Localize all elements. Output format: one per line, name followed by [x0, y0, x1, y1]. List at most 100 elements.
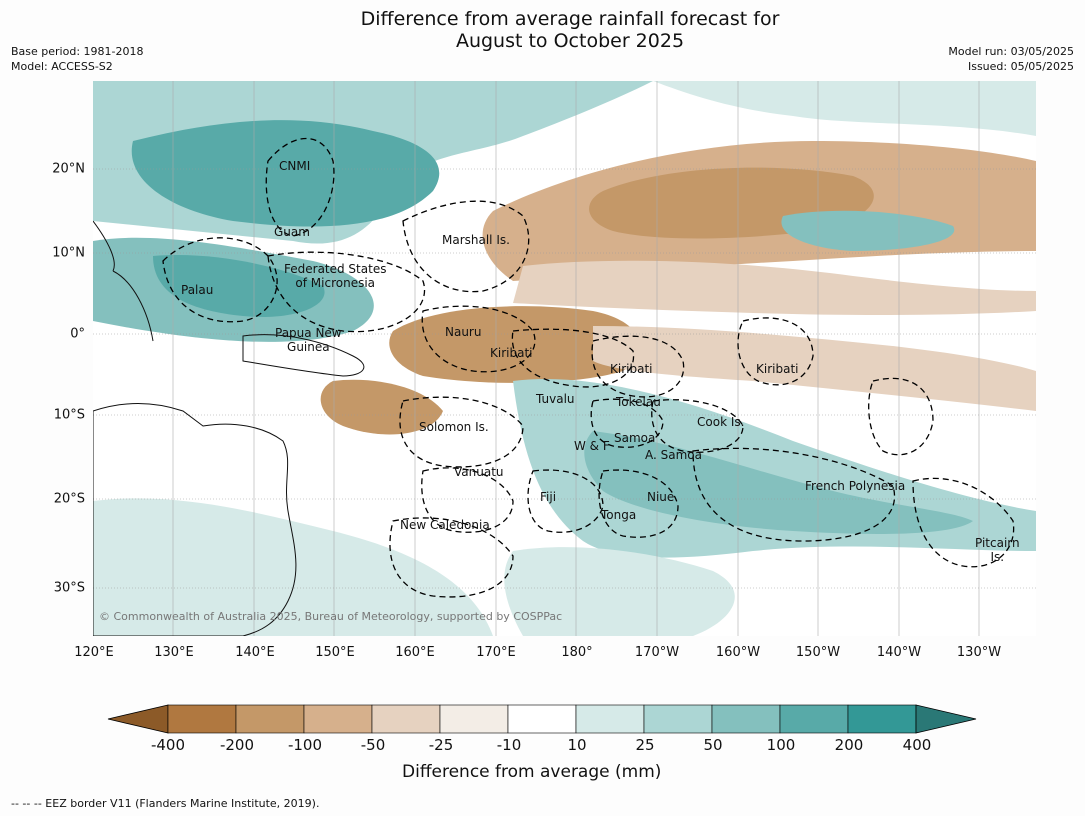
y-tick-label: 20°S: [53, 491, 85, 507]
colorbar-segment: [235, 704, 305, 734]
label-french-polynesia: French Polynesia: [805, 479, 906, 493]
colorbar-segment: [575, 704, 645, 734]
colorbar-extend-low: [107, 704, 169, 734]
x-tick-label: 180°: [561, 645, 593, 660]
title-line-1: Difference from average rainfall forecas…: [360, 8, 780, 30]
wet-patch-central-north: [781, 210, 955, 251]
wet-core-north: [131, 120, 440, 227]
label-american-samoa: A. Samoa: [645, 448, 702, 462]
wet-core-spcz: [584, 431, 973, 534]
colorbar-label: 50: [703, 736, 723, 754]
base-period: Base period: 1981-2018: [11, 45, 144, 58]
map-canvas: [92, 81, 1036, 637]
model-name: Model: ACCESS-S2: [11, 60, 113, 73]
title-line-2: August to October 2025: [455, 30, 685, 52]
label-new-caledonia: New Caledonia: [400, 518, 490, 532]
dry-patch-solomon: [320, 379, 443, 435]
y-tick-label: 10°N: [52, 245, 85, 261]
wet-core-micronesia: [153, 255, 325, 317]
colorbar-label: -200: [219, 736, 255, 754]
colorbar: [107, 704, 977, 734]
label-nauru: Nauru: [445, 325, 482, 339]
eez-legend-footer: -- -- -- EEZ border V11 (Flanders Marine…: [11, 797, 320, 810]
x-tick-label: 140°E: [235, 645, 275, 660]
colorbar-segment: [847, 704, 917, 734]
eez-borders: [162, 138, 1015, 598]
colorbar-label: -10: [496, 736, 522, 754]
new-guinea-coastline: [242, 334, 365, 377]
colorbar-label: 10: [567, 736, 587, 754]
x-tick-label: 150°W: [795, 645, 841, 660]
label-png-line-2: Guinea: [287, 340, 330, 354]
colorbar-label: -100: [287, 736, 323, 754]
graticule: [93, 168, 1036, 589]
dry-band-equatorial-edge: [513, 260, 1036, 316]
x-tick-label: 160°E: [395, 645, 435, 660]
colorbar-label: 400: [902, 736, 932, 754]
chart-title: Difference from average rainfall forecas…: [0, 8, 1085, 52]
x-tick-label: 160°W: [715, 645, 761, 660]
wet-region-northeast: [653, 81, 1036, 136]
label-kiribati-east: Kiribati: [756, 362, 799, 376]
dry-core-equator: [389, 306, 640, 383]
y-tick-label: 30°S: [53, 580, 85, 596]
meta-right: Model run: 03/05/2025 Issued: 05/05/2025: [948, 44, 1074, 74]
colorbar-label: 200: [834, 736, 864, 754]
copyright-notice: © Commonwealth of Australia 2025, Bureau…: [99, 610, 563, 623]
x-tick-label: 130°W: [956, 645, 1002, 660]
y-tick-label: 20°N: [52, 161, 85, 177]
x-tick-label: 140°W: [876, 645, 922, 660]
y-tick-label: 10°S: [53, 407, 85, 423]
dry-band-equator-east: [593, 326, 1036, 411]
x-tick-label: 170°E: [476, 645, 516, 660]
label-kiribati-central: Kiribati: [610, 362, 653, 376]
label-samoa: Samoa: [614, 431, 656, 445]
colorbar-segment: [507, 704, 577, 734]
x-tick-label: 120°E: [74, 645, 114, 660]
label-fsm: Federated States of Micronesia: [284, 262, 386, 290]
wet-region-southwest: [93, 498, 493, 636]
colorbar-label: 25: [635, 736, 655, 754]
label-tokelau: Tokelau: [616, 395, 661, 409]
colorbar-segment: [303, 704, 373, 734]
colorbar-segment: [371, 704, 441, 734]
label-pitcairn-line-2: Is.: [990, 550, 1005, 564]
label-pitcairn: Pitcairn Is.: [975, 536, 1020, 564]
colorbar-segment: [779, 704, 849, 734]
rainfall-map: [92, 81, 1036, 637]
label-vanuatu: Vanuatu: [454, 465, 504, 479]
wet-region-south: [504, 547, 735, 636]
x-tick-label: 130°E: [154, 645, 194, 660]
label-guam: Guam: [274, 225, 310, 239]
label-palau: Palau: [181, 283, 214, 297]
philippines-coastline: [92, 220, 154, 342]
colorbar-segment: [711, 704, 781, 734]
label-wallis-futuna: W & F: [574, 439, 610, 453]
label-fsm-line-1: Federated States: [284, 262, 387, 276]
x-tick-label: 170°W: [634, 645, 680, 660]
australia-coastline: [92, 403, 297, 637]
label-fiji: Fiji: [540, 490, 557, 504]
colorbar-segment: [643, 704, 713, 734]
label-fsm-line-2: of Micronesia: [295, 276, 376, 290]
label-niue: Niue: [647, 490, 675, 504]
colorbar-label: -50: [360, 736, 386, 754]
colorbar-extend-high: [915, 704, 977, 734]
meta-left: Base period: 1981-2018 Model: ACCESS-S2: [11, 44, 143, 74]
label-kiribati-west: Kiribati: [490, 346, 533, 360]
label-png-line-1: Papua New: [275, 326, 342, 340]
label-tonga: Tonga: [601, 508, 637, 522]
colorbar-segment: [439, 704, 509, 734]
label-marshall-islands: Marshall Is.: [442, 233, 510, 247]
x-tick-label: 150°E: [315, 645, 355, 660]
colorbar-label: -25: [428, 736, 454, 754]
label-tuvalu: Tuvalu: [536, 392, 575, 406]
colorbar-title: Difference from average (mm): [402, 762, 662, 782]
meridians: [172, 81, 980, 636]
label-solomon-islands: Solomon Is.: [419, 420, 489, 434]
colorbar-label: 100: [766, 736, 796, 754]
issued-date: Issued: 05/05/2025: [967, 60, 1074, 73]
label-cnmi: CNMI: [279, 159, 311, 173]
model-run: Model run: 03/05/2025: [948, 45, 1074, 58]
y-tick-label: 0°: [70, 326, 85, 342]
